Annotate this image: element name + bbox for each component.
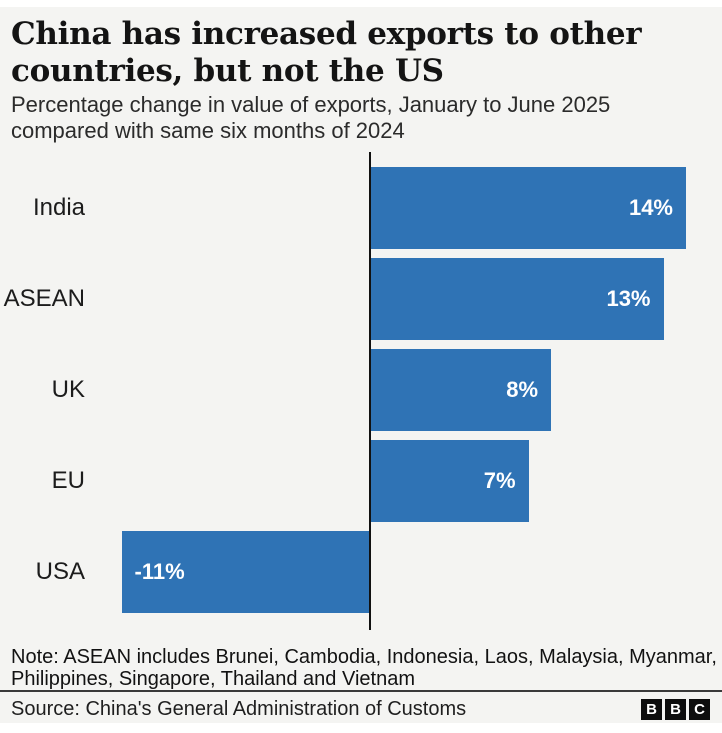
category-label: ASEAN <box>3 285 85 312</box>
footnote: Note: ASEAN includes Brunei, Cambodia, I… <box>11 646 717 690</box>
category-label: UK <box>51 376 85 403</box>
bar-row: EU 7% <box>0 440 722 522</box>
bar <box>371 167 686 249</box>
category-label: EU <box>51 467 85 494</box>
bar-row: ASEAN 13% <box>0 258 722 340</box>
chart-subtitle-line2: compared with same six months of 2024 <box>11 118 405 143</box>
category-label: India <box>32 194 85 221</box>
bar-row: UK 8% <box>0 349 722 431</box>
bar <box>371 349 551 431</box>
source-attribution: Source: China's General Administration o… <box>11 697 467 720</box>
value-label: 7% <box>483 468 516 493</box>
value-label: -11% <box>134 559 185 584</box>
value-label: 13% <box>606 286 651 311</box>
category-label: USA <box>35 558 85 585</box>
bar-row: India 14% <box>0 167 722 249</box>
bar-row: USA -11% <box>0 531 722 613</box>
chart-subtitle-line1: Percentage change in value of exports, J… <box>11 92 611 117</box>
chart-title-line2: countries, but not the US <box>11 53 444 89</box>
footer: Source: China's General Administration o… <box>11 697 710 721</box>
bbc-logo: B B C <box>641 698 710 720</box>
bar <box>371 440 529 522</box>
bbc-logo-block-c: C <box>689 698 710 720</box>
value-label: 14% <box>628 195 673 220</box>
bar <box>121 531 369 613</box>
chart-title: China has increased exports to other cou… <box>11 16 642 90</box>
chart-title-line1: China has increased exports to other <box>11 16 642 52</box>
bbc-logo-block-b1: B <box>641 698 662 720</box>
footnote-line2: Philippines, Singapore, Thailand and Vie… <box>11 668 415 690</box>
footer-divider <box>0 690 722 692</box>
value-label: 8% <box>506 377 538 402</box>
zero-axis-line <box>369 152 371 630</box>
chart-subtitle: Percentage change in value of exports, J… <box>11 92 610 144</box>
bar-chart: India 14% ASEAN 13% UK 8% EU 7% USA -11% <box>0 152 722 630</box>
bar <box>371 258 664 340</box>
footnote-line1: Note: ASEAN includes Brunei, Cambodia, I… <box>11 646 717 668</box>
bbc-logo-block-b2: B <box>665 698 686 720</box>
